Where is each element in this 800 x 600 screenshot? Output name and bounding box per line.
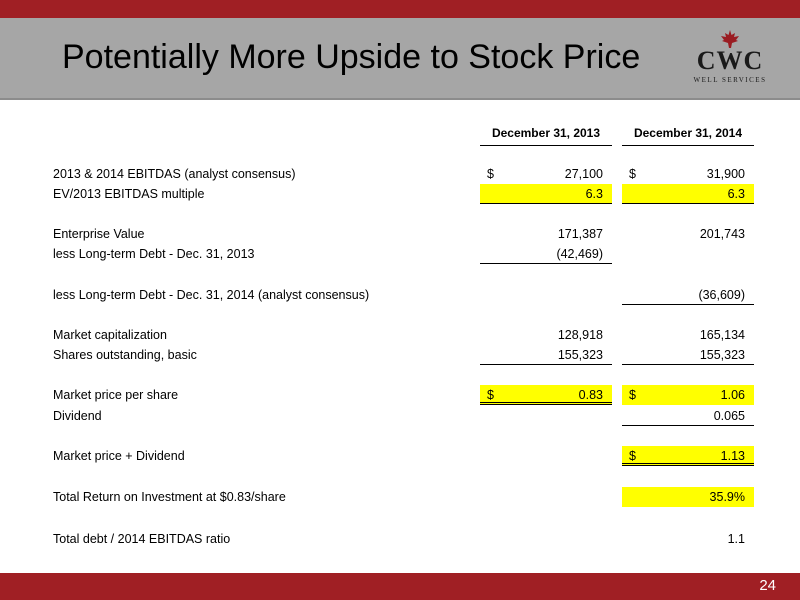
table-row: Shares outstanding, basic 155,323 155,32… <box>0 345 800 365</box>
row-label: less Long-term Debt - Dec. 31, 2013 <box>53 247 255 261</box>
cell-value: 27,100 <box>564 167 603 181</box>
cell-value: 1.1 <box>727 532 745 546</box>
value-cell-2014: 1.1 <box>622 529 754 549</box>
cell-value: 165,134 <box>699 328 745 342</box>
row-label: Dividend <box>53 409 102 423</box>
cell-value: 6.3 <box>727 187 745 201</box>
cell-value: 201,743 <box>699 227 745 241</box>
table-row: Total Return on Investment at $0.83/shar… <box>0 487 800 507</box>
column-header-2013: December 31, 2013 <box>491 126 601 140</box>
cell-value: (36,609) <box>698 288 745 302</box>
logo-subtitle: WELL SERVICES <box>693 76 767 84</box>
logo-wordmark: CWC <box>696 46 764 75</box>
table-row: Market capitalization 128,918 165,134 <box>0 325 800 345</box>
cell-value: (42,469) <box>556 247 603 261</box>
cell-value: 6.3 <box>585 187 603 201</box>
cell-value: 128,918 <box>557 328 603 342</box>
table-row: 2013 & 2014 EBITDAS (analyst consensus) … <box>0 164 800 184</box>
table-row: Market price + Dividend $ 1.13 <box>0 446 800 466</box>
currency-symbol: $ <box>487 167 494 181</box>
currency-symbol: $ <box>629 388 636 402</box>
row-label: Shares outstanding, basic <box>53 348 197 362</box>
column-header-rule <box>622 145 754 146</box>
cell-value: 0.83 <box>578 388 603 402</box>
title-band <box>0 18 800 100</box>
value-cell-2014: 35.9% <box>622 487 754 507</box>
row-label: EV/2013 EBITDAS multiple <box>53 187 205 201</box>
maple-leaf-icon <box>721 30 739 48</box>
cell-value: 31,900 <box>706 167 745 181</box>
table-row: Total debt / 2014 EBITDAS ratio 1.1 <box>0 529 800 549</box>
cell-value: 155,323 <box>557 348 603 362</box>
table-row: Dividend 0.065 <box>0 406 800 426</box>
value-cell-2014: $ 1.06 <box>622 385 754 405</box>
value-cell-2013: 155,323 <box>480 345 612 365</box>
currency-symbol: $ <box>487 388 494 402</box>
table-row: Enterprise Value 171,387 201,743 <box>0 224 800 244</box>
row-label: Total Return on Investment at $0.83/shar… <box>53 490 286 504</box>
table-row: Market price per share $ 0.83 $ 1.06 <box>0 385 800 405</box>
row-label: Enterprise Value <box>53 227 145 241</box>
table-row: less Long-term Debt - Dec. 31, 2013 (42,… <box>0 244 800 264</box>
currency-symbol: $ <box>629 449 636 463</box>
cell-value: 1.06 <box>720 388 745 402</box>
column-header-2014: December 31, 2014 <box>633 126 743 140</box>
cell-value: 155,323 <box>699 348 745 362</box>
value-cell-2013: $ 0.83 <box>480 385 612 405</box>
value-cell-2014: $ 1.13 <box>622 446 754 466</box>
top-accent-bar <box>0 0 800 18</box>
footer-bar: 24 <box>0 573 800 600</box>
cell-value: 0.065 <box>713 409 745 423</box>
value-cell-2014: 155,323 <box>622 345 754 365</box>
value-cell-2014: (36,609) <box>622 285 754 305</box>
value-cell-2014: $ 31,900 <box>622 164 754 184</box>
value-cell-2014: 6.3 <box>622 184 754 204</box>
row-label: 2013 & 2014 EBITDAS (analyst consensus) <box>53 167 296 181</box>
cell-value: 1.13 <box>720 449 745 463</box>
currency-symbol: $ <box>629 167 636 181</box>
company-logo: CWC WELL SERVICES <box>680 30 780 86</box>
value-cell-2014: 201,743 <box>622 224 754 244</box>
page-number: 24 <box>759 577 776 594</box>
row-label: Market capitalization <box>53 328 167 342</box>
cell-value: 35.9% <box>709 490 745 504</box>
value-cell-2013: (42,469) <box>480 244 612 264</box>
row-label: Total debt / 2014 EBITDAS ratio <box>53 532 231 546</box>
table-row: less Long-term Debt - Dec. 31, 2014 (ana… <box>0 285 800 305</box>
value-cell-2013: 171,387 <box>480 224 612 244</box>
value-cell-2014: 0.065 <box>622 406 754 426</box>
column-header-rule <box>480 145 612 146</box>
table-row: EV/2013 EBITDAS multiple 6.3 6.3 <box>0 184 800 204</box>
value-cell-2013: $ 27,100 <box>480 164 612 184</box>
value-cell-2013: 6.3 <box>480 184 612 204</box>
cell-value: 171,387 <box>557 227 603 241</box>
row-label: Market price + Dividend <box>53 449 185 463</box>
value-cell-2014: 165,134 <box>622 325 754 345</box>
value-cell-2013: 128,918 <box>480 325 612 345</box>
slide-title: Potentially More Upside to Stock Price <box>62 38 641 76</box>
row-label: Market price per share <box>53 388 179 402</box>
row-label: less Long-term Debt - Dec. 31, 2014 (ana… <box>53 288 370 302</box>
